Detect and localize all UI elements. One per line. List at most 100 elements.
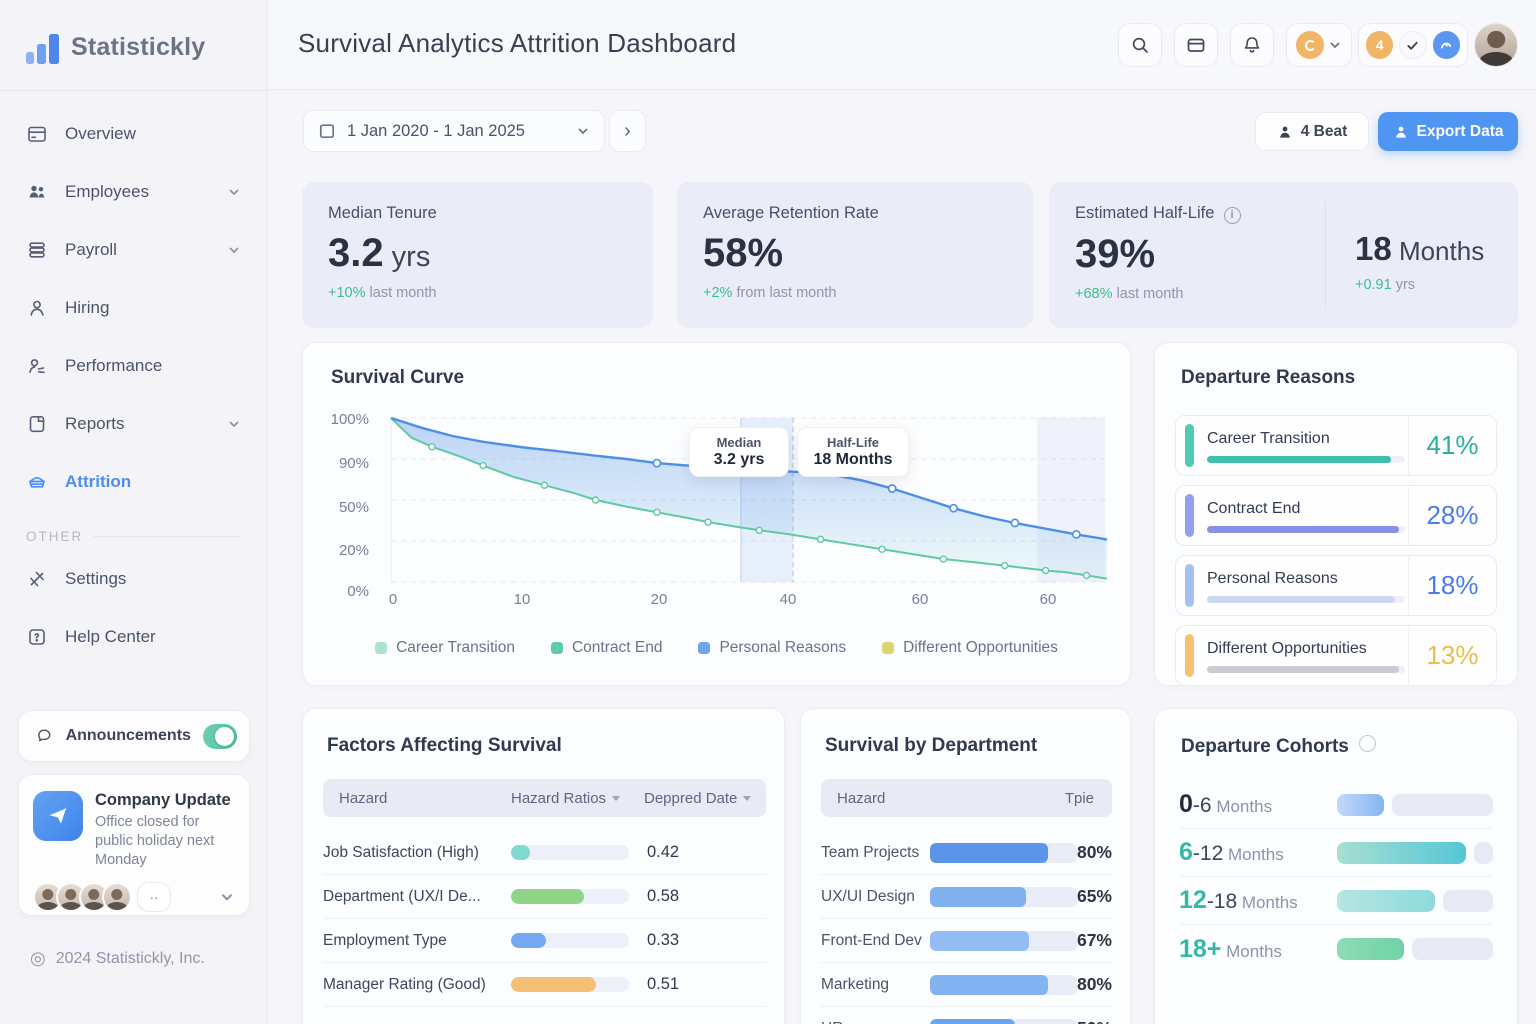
sidebar-item-performance[interactable]: Performance xyxy=(0,337,267,395)
table-row[interactable]: HR 50% xyxy=(821,1007,1112,1024)
sidebar-item-label: Performance xyxy=(65,356,163,375)
page-title: Survival Analytics Attrition Dashboard xyxy=(298,28,737,58)
search-button[interactable] xyxy=(1118,23,1162,67)
reason-row[interactable]: Personal Reasons 18% xyxy=(1175,555,1497,616)
info-icon[interactable] xyxy=(1359,735,1377,752)
panel-title: Survival by Department xyxy=(825,735,1038,756)
column-header[interactable]: Deppred Date xyxy=(644,790,752,807)
x-tick: 60 xyxy=(911,591,929,608)
table-row[interactable]: Marketing 80% xyxy=(821,963,1112,1007)
table-row[interactable]: Job Satisfaction (High) 0.42 xyxy=(323,831,766,875)
sidebar-item-attrition[interactable]: Attrition xyxy=(0,453,267,511)
sidebar-item-help-center[interactable]: Help Center xyxy=(0,608,267,666)
reason-row[interactable]: Different Opportunities 13% xyxy=(1175,625,1497,686)
cohort-bar xyxy=(1337,793,1493,816)
chevron-down-icon xyxy=(229,247,239,254)
cohort-row[interactable]: 12-18 Months xyxy=(1179,877,1493,925)
sidebar-item-label: Employees xyxy=(65,182,150,201)
workspace-switcher[interactable] xyxy=(1286,23,1352,67)
accent-bar xyxy=(1185,634,1194,677)
announcements-toggle[interactable] xyxy=(202,723,237,749)
department-label: Team Projects xyxy=(821,843,920,861)
column-header: Hazard xyxy=(339,789,388,807)
billing-button[interactable] xyxy=(1174,23,1218,67)
search-icon xyxy=(1132,37,1148,53)
brand-name: Statistickly xyxy=(71,32,206,61)
copyright-icon: ◎ xyxy=(30,948,46,968)
y-tick: 90% xyxy=(338,455,369,472)
reason-label: Different Opportunities xyxy=(1207,640,1367,657)
date-next-button[interactable]: › xyxy=(609,110,646,152)
legend-swatch xyxy=(698,642,711,654)
notifications-button[interactable] xyxy=(1230,23,1274,67)
departure-reasons-panel: Departure Reasons Career Transition 41% … xyxy=(1154,342,1518,686)
sidebar-nav: Overview Employees Payroll Hiring Perfor… xyxy=(0,91,267,666)
survival-curve-chart[interactable] xyxy=(389,415,1111,591)
survival-bar xyxy=(930,1018,1077,1024)
kpi-median-tenure: Median Tenure 3.2 yrs +10% last month xyxy=(302,182,653,328)
export-icon xyxy=(1395,126,1406,138)
date-range-value: 1 Jan 2020 - 1 Jan 2025 xyxy=(347,121,525,140)
department-value: 67% xyxy=(1076,930,1112,950)
legend-item: Career Transition xyxy=(375,639,515,657)
reason-row[interactable]: Career Transition 41% xyxy=(1175,415,1497,476)
kpi-label: Estimated Half-Life i xyxy=(1075,204,1492,224)
sidebar-item-settings[interactable]: Settings xyxy=(0,550,267,608)
chevron-down-icon[interactable] xyxy=(219,889,235,905)
more-avatars-button[interactable]: ·· xyxy=(137,882,171,913)
team-button[interactable]: 4 Beat xyxy=(1255,112,1369,151)
announcements-card: Announcements xyxy=(18,710,250,762)
table-row[interactable]: UX/UI Design 65% xyxy=(821,875,1112,919)
notification-count-badge: 4 xyxy=(1366,31,1394,59)
table-row[interactable]: Team Projects 80% xyxy=(821,831,1112,875)
kpi-trend: +2% from last month xyxy=(703,285,837,301)
department-label: UX/UI Design xyxy=(821,887,915,905)
legend-item: Different Opportunities xyxy=(882,639,1058,657)
chevron-down-icon xyxy=(578,128,588,135)
status-badges[interactable]: 4 xyxy=(1358,23,1468,67)
kpi-label: Average Retention Rate xyxy=(703,204,879,222)
cohort-row[interactable]: 6-12 Months xyxy=(1179,829,1493,877)
settings-icon xyxy=(30,571,44,587)
brand-logo-icon xyxy=(26,30,59,64)
x-tick: 60 xyxy=(1039,591,1057,608)
column-header[interactable]: Hazard Ratios xyxy=(511,790,621,807)
kpi-retention-rate: Average Retention Rate 58% +2% from last… xyxy=(677,182,1033,328)
sidebar-item-employees[interactable]: Employees xyxy=(0,163,267,221)
export-data-button[interactable]: Export Data xyxy=(1378,112,1518,151)
table-header: Hazard Tpie xyxy=(821,779,1112,817)
date-range-picker[interactable]: 1 Jan 2020 - 1 Jan 2025 xyxy=(303,110,605,152)
column-header: Hazard xyxy=(837,789,886,807)
department-label: Front-End Dev xyxy=(821,931,922,949)
info-icon[interactable]: i xyxy=(1223,206,1241,224)
table-row[interactable]: Department (UX/I De... 0.58 xyxy=(323,875,766,919)
table-row[interactable]: Employment Type 0.33 xyxy=(323,919,766,963)
sidebar-item-overview[interactable]: Overview xyxy=(0,105,267,163)
cohort-row[interactable]: 0-6 Months xyxy=(1179,781,1493,829)
survival-bar xyxy=(930,974,1077,995)
legend-swatch xyxy=(882,642,895,654)
user-avatar[interactable] xyxy=(1474,23,1518,67)
panel-title: Survival Curve xyxy=(331,367,465,388)
company-update-card[interactable]: Company Update Office closed for public … xyxy=(18,774,250,916)
reason-label: Personal Reasons xyxy=(1207,570,1338,587)
bell-icon xyxy=(1244,37,1260,53)
x-tick: 0 xyxy=(388,591,398,608)
sidebar-item-payroll[interactable]: Payroll xyxy=(0,221,267,279)
sidebar-item-reports[interactable]: Reports xyxy=(0,395,267,453)
sidebar: Statistickly Overview Employees Payroll … xyxy=(0,0,268,1024)
reason-row[interactable]: Contract End 28% xyxy=(1175,485,1497,546)
cohort-row[interactable]: 18+ Months xyxy=(1179,925,1493,973)
column-header[interactable]: Tpie xyxy=(1064,789,1094,807)
attrition-icon xyxy=(29,476,45,488)
chevron-down-icon xyxy=(1330,42,1340,49)
sidebar-item-label: Overview xyxy=(65,124,136,143)
help-center-icon xyxy=(29,629,45,645)
sidebar-item-hiring[interactable]: Hiring xyxy=(0,279,267,337)
department-value: 80% xyxy=(1076,974,1112,994)
factor-label: Job Satisfaction (High) xyxy=(323,843,479,861)
table-row[interactable]: Front-End Dev 67% xyxy=(821,919,1112,963)
kpi-trend: +10% last month xyxy=(328,285,437,301)
kpi-value: 58% xyxy=(703,231,784,275)
table-row[interactable]: Manager Rating (Good) 0.51 xyxy=(323,963,766,1007)
